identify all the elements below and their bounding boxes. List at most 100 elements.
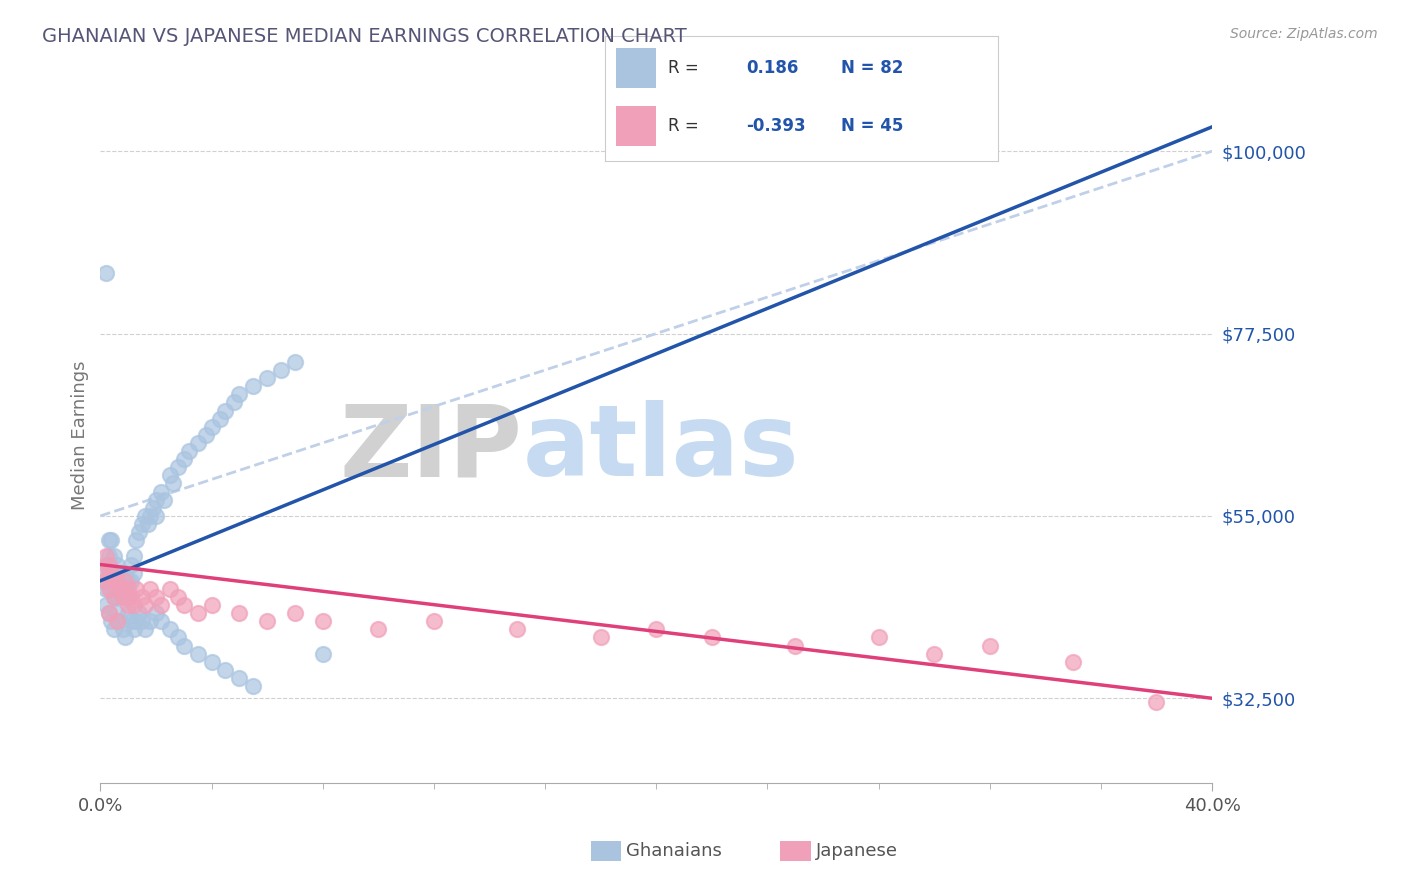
Point (103, 549, 125, 564)
Point (312, 647, 335, 661)
Point (173, 452, 195, 467)
Text: R =: R = (668, 117, 699, 135)
Point (214, 663, 236, 677)
Point (120, 574, 142, 588)
Point (159, 468, 181, 483)
Point (187, 647, 209, 661)
Point (111, 590, 134, 604)
Point (103, 590, 125, 604)
Point (208, 411, 231, 425)
Point (145, 492, 167, 507)
Point (91, 574, 114, 588)
Point (167, 631, 190, 645)
Text: N = 45: N = 45 (841, 117, 903, 135)
Point (108, 566, 131, 580)
Point (125, 533, 148, 548)
Point (214, 403, 236, 417)
Point (142, 500, 165, 515)
Point (179, 444, 201, 458)
Point (922, 647, 945, 661)
Point (97, 549, 120, 564)
Point (120, 558, 142, 572)
Point (979, 639, 1001, 653)
Point (122, 598, 145, 612)
Text: Source: ZipAtlas.com: Source: ZipAtlas.com (1230, 27, 1378, 41)
Point (270, 363, 292, 377)
Point (194, 428, 217, 442)
Point (117, 582, 139, 596)
Text: R =: R = (668, 59, 699, 77)
Point (145, 508, 167, 523)
Point (100, 614, 122, 628)
Point (108, 582, 131, 596)
Bar (616, 48, 655, 88)
Point (94, 574, 117, 588)
Text: 0.186: 0.186 (747, 59, 799, 77)
Point (284, 355, 307, 369)
Point (105, 574, 128, 588)
Point (131, 590, 153, 604)
Point (103, 566, 125, 580)
Point (134, 623, 156, 637)
Point (150, 598, 173, 612)
Point (94, 582, 117, 596)
Point (139, 614, 162, 628)
Point (139, 508, 162, 523)
Point (312, 614, 335, 628)
Point (94, 558, 117, 572)
Point (167, 590, 190, 604)
Point (134, 598, 156, 612)
Point (423, 614, 446, 628)
Point (91, 566, 114, 580)
Point (200, 655, 222, 669)
Y-axis label: Median Earnings: Median Earnings (72, 360, 89, 509)
Point (187, 436, 209, 450)
Point (117, 598, 139, 612)
Point (256, 614, 278, 628)
Point (97, 606, 120, 620)
Point (117, 574, 139, 588)
Point (145, 590, 167, 604)
Point (120, 590, 142, 604)
Text: Japanese: Japanese (815, 842, 897, 860)
Point (111, 623, 134, 637)
Point (114, 574, 136, 588)
Point (108, 582, 131, 596)
Point (131, 516, 153, 531)
Point (222, 395, 245, 409)
Text: Ghanaians: Ghanaians (626, 842, 721, 860)
Point (284, 606, 307, 620)
Point (105, 614, 128, 628)
Point (228, 387, 250, 401)
Text: -0.393: -0.393 (747, 117, 806, 135)
Point (187, 606, 209, 620)
Point (105, 574, 128, 588)
Point (97, 582, 120, 596)
Point (367, 623, 389, 637)
Point (114, 566, 136, 580)
Point (94, 598, 117, 612)
Point (114, 631, 136, 645)
Point (128, 606, 150, 620)
Point (228, 606, 250, 620)
Point (153, 492, 176, 507)
Point (122, 623, 145, 637)
Point (242, 379, 264, 393)
Point (103, 574, 125, 588)
Point (111, 590, 134, 604)
Point (100, 566, 122, 580)
Point (105, 590, 128, 604)
Text: N = 82: N = 82 (841, 59, 903, 77)
Point (868, 631, 890, 645)
Text: atlas: atlas (523, 401, 800, 498)
Point (105, 558, 128, 572)
Point (117, 590, 139, 604)
Point (159, 623, 181, 637)
Bar (616, 105, 655, 145)
Point (145, 606, 167, 620)
Point (589, 631, 612, 645)
Point (120, 614, 142, 628)
Point (94, 549, 117, 564)
Point (103, 623, 125, 637)
Point (100, 566, 122, 580)
